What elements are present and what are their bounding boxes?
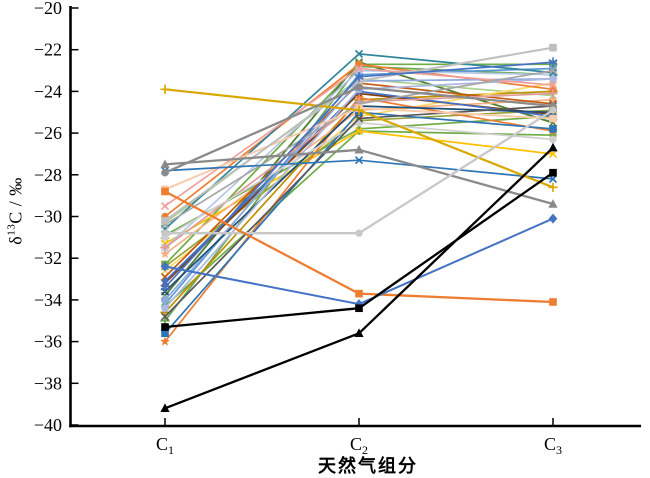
star-marker bbox=[354, 92, 364, 102]
plus-marker bbox=[160, 243, 170, 253]
triangle-marker bbox=[548, 199, 558, 208]
square-marker bbox=[549, 168, 557, 177]
plus-marker bbox=[160, 84, 170, 94]
circle-marker bbox=[161, 229, 169, 237]
square-marker bbox=[161, 323, 169, 331]
series-black-square bbox=[161, 168, 557, 331]
triangle-marker bbox=[354, 144, 364, 154]
x-marker bbox=[354, 64, 364, 73]
asterisk-marker bbox=[548, 57, 558, 68]
y-axis-label: δ13C / ‰ bbox=[6, 177, 27, 245]
x-category-label: C2 bbox=[350, 434, 368, 457]
y-tick-label: −22 bbox=[34, 40, 62, 60]
square-marker bbox=[549, 125, 557, 133]
plus-marker bbox=[548, 182, 558, 192]
series-black-triangle bbox=[160, 142, 558, 413]
circle-marker bbox=[549, 135, 557, 144]
series-midgray-x bbox=[160, 66, 558, 229]
circle-marker bbox=[161, 304, 169, 312]
x-marker bbox=[160, 312, 170, 321]
x-marker bbox=[548, 149, 558, 159]
x-marker bbox=[160, 201, 170, 211]
series-gold-plus bbox=[160, 84, 558, 192]
circle-marker bbox=[161, 169, 169, 177]
triangle-marker bbox=[160, 159, 170, 169]
diamond-marker bbox=[548, 213, 558, 224]
square-marker bbox=[549, 114, 557, 123]
y-tick-label: −34 bbox=[34, 290, 62, 310]
y-tick-label: −20 bbox=[34, 0, 62, 18]
y-tick-label: −30 bbox=[34, 207, 62, 227]
axes-layer: −20 −22 −24 −26 −28 −30 −32 −34 −36 −38 −40 C1 C2 C3 bbox=[34, 0, 641, 457]
series-gray-triangle bbox=[160, 144, 558, 208]
y-tick-label: −26 bbox=[34, 123, 62, 143]
y-axis-label-superscript: 13 bbox=[5, 223, 18, 236]
plus-marker bbox=[354, 105, 364, 115]
x-marker bbox=[354, 156, 364, 165]
diamond-marker bbox=[160, 294, 170, 305]
y-axis-label-delta: δ bbox=[5, 235, 26, 245]
square-marker bbox=[355, 304, 363, 313]
x-marker bbox=[354, 114, 364, 123]
series-blue-diamond bbox=[160, 213, 558, 310]
series-orange-square bbox=[161, 187, 557, 306]
diamond-marker bbox=[160, 261, 170, 272]
y-tick-label: −24 bbox=[34, 81, 62, 101]
circle-marker bbox=[549, 75, 557, 83]
star-marker bbox=[548, 94, 558, 104]
triangle-marker bbox=[548, 142, 558, 152]
circle-marker bbox=[355, 229, 363, 237]
y-tick-label: −40 bbox=[34, 415, 62, 435]
y-tick-label: −28 bbox=[34, 165, 62, 185]
star-marker bbox=[160, 276, 170, 286]
x-marker bbox=[354, 49, 364, 58]
x-category-label: C3 bbox=[544, 434, 562, 457]
asterisk-marker bbox=[354, 72, 364, 82]
plus-marker bbox=[548, 88, 558, 99]
y-tick-label: −38 bbox=[34, 373, 62, 393]
square-marker bbox=[161, 187, 169, 196]
y-axis-label-unit: C / ‰ bbox=[5, 177, 26, 224]
x-marker bbox=[548, 66, 558, 75]
series-lightgray-circle bbox=[161, 106, 557, 237]
y-tick-label: −36 bbox=[34, 332, 62, 352]
x-marker bbox=[548, 174, 558, 184]
x-marker bbox=[354, 126, 364, 136]
triangle-marker bbox=[354, 328, 364, 337]
series-layer bbox=[160, 43, 558, 413]
square-marker bbox=[355, 289, 363, 298]
star-marker bbox=[160, 336, 170, 346]
y-tick-label: −32 bbox=[34, 248, 62, 268]
square-marker bbox=[549, 298, 557, 306]
asterisk-marker bbox=[160, 282, 170, 293]
circle-marker bbox=[549, 106, 557, 114]
star-marker bbox=[160, 249, 170, 259]
square-marker bbox=[161, 329, 169, 338]
x-marker bbox=[548, 81, 558, 90]
series-blue-asterisk bbox=[160, 57, 558, 293]
x-category-label: C1 bbox=[156, 434, 174, 457]
square-marker bbox=[549, 43, 557, 52]
series-green-circle bbox=[161, 127, 557, 310]
series-lightgray2-circle bbox=[161, 118, 557, 242]
circle-marker bbox=[355, 83, 363, 91]
square-marker bbox=[161, 216, 169, 225]
series-line-orange-square bbox=[163, 190, 555, 304]
triangle-marker bbox=[160, 403, 170, 413]
x-axis-label: 天然气组分 bbox=[318, 456, 418, 476]
